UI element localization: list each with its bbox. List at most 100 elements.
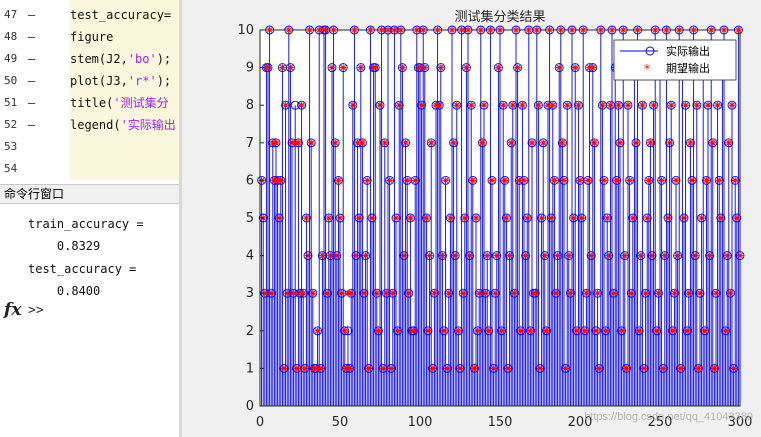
star-stroke bbox=[737, 252, 743, 259]
expected-star bbox=[620, 26, 627, 34]
star-stroke bbox=[577, 177, 583, 184]
star-stroke bbox=[316, 27, 322, 33]
editor-line[interactable]: 54 bbox=[0, 158, 179, 180]
stem-marker bbox=[372, 288, 382, 298]
expected-star bbox=[594, 290, 601, 297]
editor-line[interactable]: 50– plot(J3,'r*'); bbox=[0, 70, 179, 92]
expected-star bbox=[346, 365, 353, 372]
star-stroke bbox=[481, 102, 487, 108]
expected-star bbox=[676, 26, 683, 34]
command-prompt[interactable]: >> bbox=[28, 303, 44, 318]
star-stroke bbox=[329, 64, 335, 71]
expected-star bbox=[314, 327, 321, 334]
x-tick-label: 300 bbox=[728, 415, 753, 430]
expected-star bbox=[672, 177, 680, 184]
star-stroke bbox=[514, 64, 521, 71]
editor-line[interactable]: 48– figure bbox=[0, 26, 179, 48]
star-stroke bbox=[649, 252, 655, 259]
stem-marker bbox=[354, 213, 364, 223]
star-stroke bbox=[422, 64, 428, 71]
expected-star bbox=[706, 252, 713, 259]
stem-marker bbox=[599, 175, 609, 185]
star-stroke bbox=[441, 328, 447, 334]
stem-marker bbox=[732, 213, 742, 223]
expected-star bbox=[714, 102, 721, 109]
stem-marker bbox=[693, 363, 703, 373]
star-stroke bbox=[471, 365, 478, 372]
expected-star bbox=[383, 290, 390, 297]
star-stroke bbox=[366, 365, 372, 372]
breakpoint-marker[interactable]: – bbox=[28, 118, 36, 132]
editor-line[interactable]: 52– legend('实际输出 bbox=[0, 114, 179, 136]
breakpoint-marker[interactable]: – bbox=[28, 74, 36, 88]
star-stroke bbox=[503, 215, 510, 221]
stem-marker bbox=[447, 25, 457, 35]
stem-marker bbox=[500, 175, 510, 185]
stem-marker bbox=[557, 138, 567, 148]
pane-divider[interactable] bbox=[179, 0, 182, 437]
stem-marker bbox=[511, 25, 521, 35]
expected-star bbox=[298, 102, 305, 109]
expected-star bbox=[621, 252, 628, 259]
stem-marker bbox=[546, 213, 556, 223]
star-stroke bbox=[426, 252, 433, 259]
star-stroke bbox=[447, 215, 454, 221]
stem-marker bbox=[380, 138, 390, 148]
editor-line[interactable]: 47– test_accuracy= bbox=[0, 4, 179, 26]
expected-star bbox=[541, 252, 548, 259]
star-stroke bbox=[498, 328, 505, 334]
breakpoint-marker[interactable]: – bbox=[28, 96, 36, 110]
expected-star bbox=[261, 290, 268, 297]
expected-star bbox=[384, 26, 392, 34]
breakpoint-marker[interactable]: – bbox=[28, 8, 36, 22]
editor-line[interactable]: 49– stem(J2,'bo'); bbox=[0, 48, 179, 70]
expected-star bbox=[474, 327, 481, 334]
breakpoint-marker[interactable]: – bbox=[28, 30, 36, 44]
cmd-output-line: test_accuracy = bbox=[28, 262, 137, 276]
star-stroke bbox=[330, 27, 337, 33]
star-stroke bbox=[518, 328, 524, 334]
expected-star bbox=[389, 290, 396, 297]
star-stroke bbox=[308, 140, 314, 146]
star-stroke bbox=[652, 27, 658, 33]
stem-marker bbox=[639, 363, 649, 373]
breakpoint-marker[interactable]: – bbox=[28, 52, 36, 66]
stem-marker bbox=[647, 251, 657, 261]
expected-star bbox=[733, 214, 740, 222]
editor-line[interactable]: 53 bbox=[0, 136, 179, 158]
code-editor[interactable]: 47– test_accuracy= 48– figure 49– stem(J2,'bo… bbox=[0, 0, 179, 182]
expected-star bbox=[658, 177, 665, 184]
star-stroke bbox=[729, 102, 735, 108]
star-stroke bbox=[593, 328, 599, 334]
expected-star bbox=[404, 177, 411, 184]
expected-star bbox=[504, 365, 512, 372]
star-stroke bbox=[346, 365, 353, 372]
star-stroke bbox=[516, 177, 522, 184]
stem-marker bbox=[489, 363, 499, 373]
line-number: 48 bbox=[4, 30, 18, 43]
expected-star bbox=[674, 252, 681, 259]
watermark: https://blog.csdn.net/qq_41043389 bbox=[584, 411, 753, 423]
expected-star bbox=[653, 327, 660, 334]
expected-star bbox=[375, 327, 382, 334]
star-stroke bbox=[478, 27, 484, 33]
expected-star bbox=[517, 327, 524, 334]
editor-line[interactable]: 51– title('测试集分 bbox=[0, 92, 179, 114]
expected-star bbox=[581, 327, 588, 334]
expected-star bbox=[610, 290, 617, 297]
fx-icon[interactable]: fx bbox=[4, 300, 22, 320]
stem-marker bbox=[573, 100, 583, 110]
stem-marker bbox=[385, 175, 395, 185]
stem-marker bbox=[458, 288, 468, 298]
command-window[interactable] bbox=[0, 204, 179, 437]
expected-star bbox=[695, 365, 702, 372]
stem-marker bbox=[356, 63, 366, 73]
expected-star bbox=[458, 26, 465, 34]
cmd-output-line: 0.8329 bbox=[28, 239, 101, 253]
stem-marker bbox=[554, 63, 564, 73]
stem-marker bbox=[284, 25, 294, 35]
star-stroke bbox=[678, 365, 684, 372]
star-stroke bbox=[428, 140, 434, 146]
stem-marker bbox=[329, 25, 339, 35]
stem-marker bbox=[604, 251, 614, 261]
